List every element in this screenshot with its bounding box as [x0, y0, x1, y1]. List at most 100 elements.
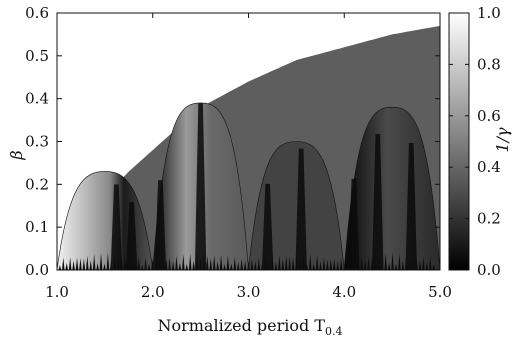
y-tick-label: 0.3: [25, 133, 49, 151]
heatmap-spike: [161, 259, 165, 270]
heatmap-spike: [96, 263, 99, 270]
heatmap-spike: [284, 255, 288, 270]
heatmap-spike: [58, 264, 62, 270]
heatmap-spike: [206, 255, 209, 270]
heatmap-spike: [291, 257, 295, 270]
heatmap-spike: [411, 257, 415, 270]
colorbar-tick-label: 0.0: [477, 261, 501, 279]
heatmap-lobe-4: [343, 106, 441, 271]
heatmap-spike: [212, 255, 216, 270]
x-tick-label: 2.0: [141, 283, 165, 301]
axes: 1.0 2.0 3.0 4.0 5.0 0.0 0.1 0.2 0.3 0.4 0.5 0.6: [25, 4, 452, 301]
heatmap-spike: [360, 256, 363, 270]
heatmap-spike: [92, 253, 96, 270]
heatmap-spike: [408, 258, 411, 270]
heatmap-spike: [130, 256, 134, 270]
heatmap-spike: [422, 257, 425, 270]
heatmap-spike: [374, 258, 377, 270]
heatmap-spike: [418, 259, 422, 270]
heatmap-spike: [120, 257, 123, 270]
heatmap-spike: [230, 263, 233, 270]
colorbar-tick-label: 0.2: [477, 210, 501, 228]
heatmap-spike: [428, 257, 432, 270]
heatmap-stripe-2-1: [154, 180, 167, 270]
heatmap-spike: [432, 264, 435, 270]
heatmap-spike: [62, 257, 65, 270]
heatmap-spike: [363, 260, 367, 270]
heatmap-stripe-3-2: [295, 148, 307, 270]
heatmap-spike: [79, 258, 82, 270]
heatmap-spike: [219, 254, 223, 270]
x-tick-label: 4.0: [332, 283, 356, 301]
heatmap-spike: [260, 262, 264, 270]
heatmap-spike: [123, 257, 127, 270]
heatmap-spike: [113, 254, 117, 270]
heatmap-spike: [86, 255, 89, 270]
heatmap-spike: [140, 264, 144, 270]
heatmap-spike: [391, 252, 394, 270]
heatmap-spike: [305, 263, 309, 270]
heatmap-spike: [281, 259, 285, 270]
heatmap-spike: [199, 257, 202, 270]
heatmap-spike: [236, 261, 240, 270]
heatmap-spike: [350, 264, 353, 270]
heatmap-spike: [243, 260, 247, 270]
heatmap-spike: [65, 262, 69, 270]
heatmap-spike: [72, 260, 75, 270]
x-tick-label: 1.0: [45, 283, 69, 301]
heatmap-spike: [425, 262, 429, 270]
y-tick-label: 0.5: [25, 47, 49, 65]
colorbar-gradient: [448, 12, 470, 271]
heatmap-spike: [182, 254, 185, 270]
heatmap-spike: [185, 264, 189, 270]
y-tick-label: 0.2: [25, 175, 49, 193]
colorbar-tick-label: 1.0: [477, 4, 501, 22]
heatmap-spike: [377, 255, 381, 270]
heatmap-envelope-region: [57, 25, 440, 271]
heatmap-spike: [257, 257, 261, 270]
heatmap-stripe-2-2: [194, 102, 207, 270]
heatmap-stripe-4-1: [348, 178, 360, 270]
y-axis-title: β: [7, 150, 26, 160]
heatmap-spike: [264, 256, 267, 270]
heatmap-spike: [116, 258, 120, 270]
heatmap-spike: [278, 255, 281, 270]
heatmap-spike: [329, 259, 333, 270]
heatmap-spike: [223, 264, 226, 270]
heatmap-spike: [250, 259, 254, 270]
heatmap-spike: [315, 255, 319, 270]
heatmap-spike: [387, 262, 391, 270]
heatmap-spike: [68, 257, 72, 270]
colorbar-tick-label: 0.6: [477, 107, 501, 125]
heatmap-spike: [147, 263, 151, 270]
heatmap-spike: [127, 259, 130, 270]
y-tick-label: 0.1: [25, 218, 49, 236]
heatmap-spike: [332, 258, 336, 270]
heatmap-spike: [164, 259, 168, 270]
heatmap-plot-area: [56, 13, 441, 271]
y-tick-label: 0.6: [25, 4, 49, 22]
heatmap-spike: [319, 261, 322, 270]
heatmap-spike: [356, 262, 360, 270]
heatmap-spike: [209, 258, 213, 270]
heatmap-spike: [178, 262, 182, 270]
heatmap-spike: [288, 256, 291, 270]
heatmap-spike: [274, 262, 278, 270]
heatmap-spike: [394, 263, 398, 270]
x-axis-title-main: Normalized period T: [157, 316, 325, 335]
heatmap-spike: [144, 257, 147, 270]
heatmap-spike: [398, 253, 401, 270]
heatmap-spike: [226, 255, 230, 270]
heatmap-spike: [99, 252, 103, 270]
heatmap-spike: [308, 253, 312, 270]
heatmap-spike: [188, 253, 192, 270]
colorbar: 0.0 0.2 0.4 0.6 0.8 1.0: [448, 4, 501, 279]
heatmap-spike: [171, 260, 175, 270]
y-tick-label: 0.0: [25, 261, 49, 279]
heatmap-spike: [312, 263, 315, 270]
heatmap-stripe-4-2: [372, 134, 384, 270]
heatmap-spike: [195, 253, 199, 270]
heatmap-spike: [110, 260, 113, 270]
heatmap-stripe-3-1: [261, 183, 274, 270]
